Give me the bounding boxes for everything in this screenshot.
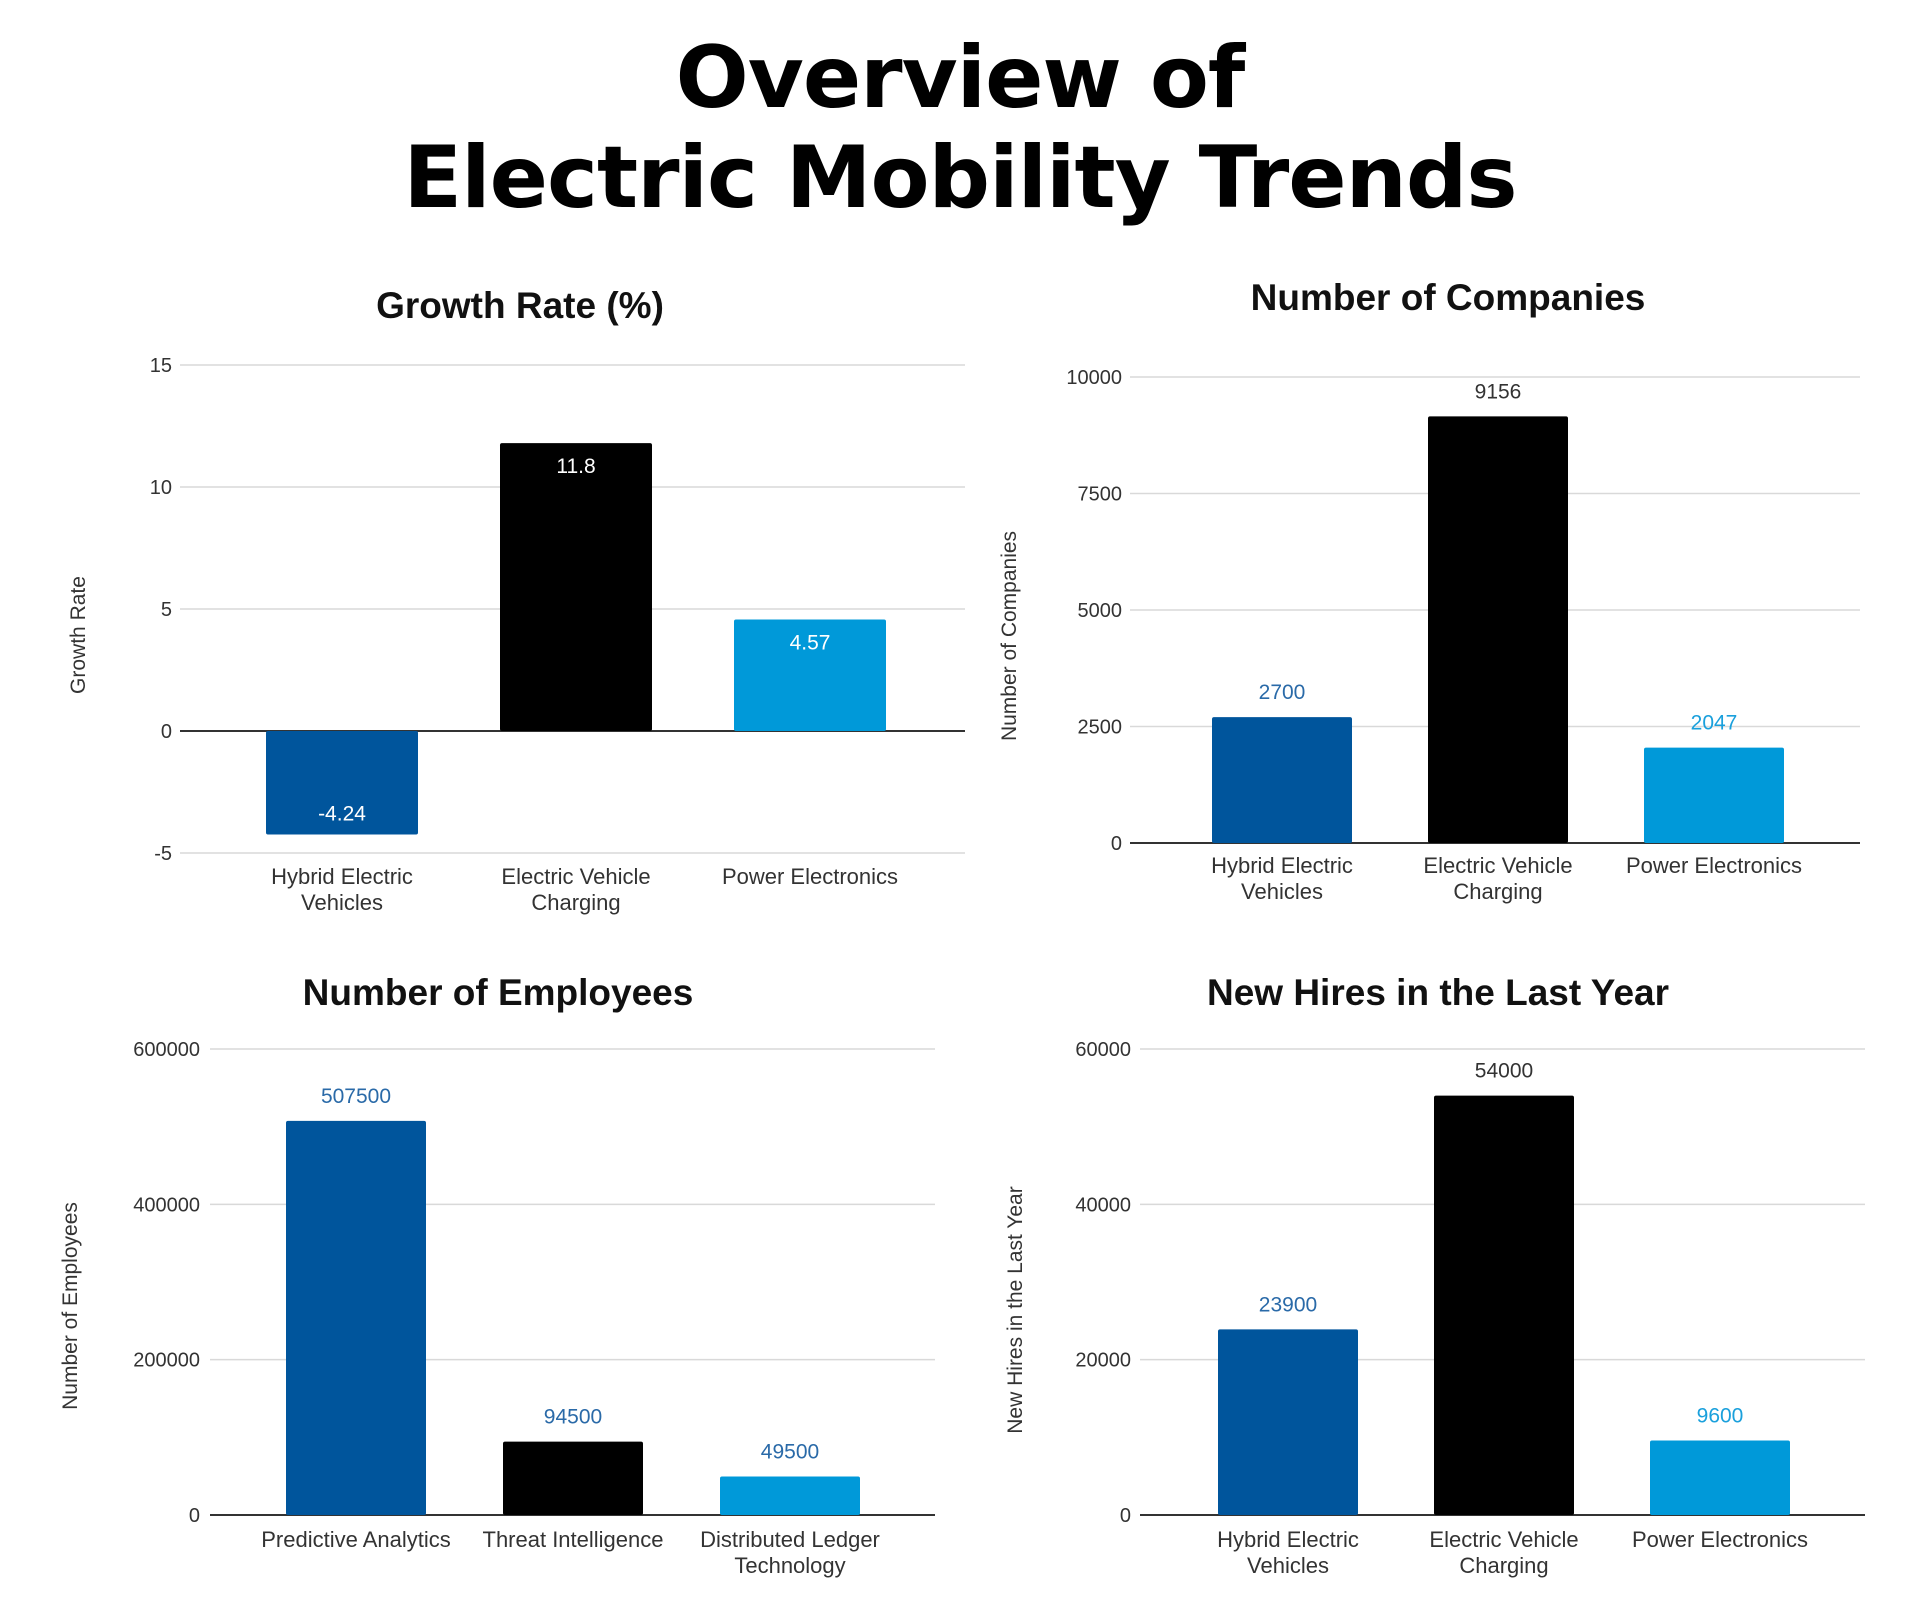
chart-4-category-label: Electric Vehicle xyxy=(1429,1527,1578,1552)
chart-3-y-axis-label: Number of Employees xyxy=(59,1202,82,1410)
page-title-line-2: Electric Mobility Trends xyxy=(403,128,1517,228)
chart-1-data-label: -4.24 xyxy=(318,802,366,825)
chart-1-category-label: Hybrid Electric xyxy=(271,864,413,889)
chart-2-y-tick-label: 2500 xyxy=(1078,717,1123,739)
chart-2-y-tick-label: 5000 xyxy=(1078,600,1123,622)
chart-1-bar xyxy=(734,619,886,731)
chart-3-data-label: 94500 xyxy=(544,1406,602,1429)
chart-2-category-label: Electric Vehicle xyxy=(1423,853,1572,878)
chart-3-category-label: Predictive Analytics xyxy=(261,1527,451,1552)
chart-2-bar xyxy=(1644,747,1784,843)
chart-3-data-label: 507500 xyxy=(321,1085,391,1108)
chart-4-y-axis-label: New Hires in the Last Year xyxy=(1004,1186,1027,1433)
chart-2-y-tick-label: 10000 xyxy=(1066,367,1122,389)
chart-4-category-label: Vehicles xyxy=(1247,1553,1329,1578)
chart-4-title: New Hires in the Last Year xyxy=(1207,972,1669,1013)
chart-1-category-label: Electric Vehicle xyxy=(501,864,650,889)
chart-4-y-tick-label: 0 xyxy=(1120,1505,1131,1527)
chart-1-data-label: 11.8 xyxy=(556,455,595,478)
chart-1-category-label: Vehicles xyxy=(301,890,383,915)
chart-3-y-tick-label: 600000 xyxy=(133,1039,200,1061)
chart-3-category-label: Technology xyxy=(734,1553,845,1578)
chart-2-category-label: Vehicles xyxy=(1241,879,1323,904)
chart-4-category-label: Charging xyxy=(1459,1553,1548,1578)
chart-2-bar xyxy=(1428,416,1568,843)
chart-3-category-label: Threat Intelligence xyxy=(483,1527,664,1552)
chart-1-y-tick-label: -5 xyxy=(154,843,172,865)
chart-2-bar xyxy=(1212,717,1352,843)
chart-2-title: Number of Companies xyxy=(1251,277,1646,318)
chart-3-y-tick-label: 400000 xyxy=(133,1194,200,1216)
chart-3-y-tick-label: 200000 xyxy=(133,1350,200,1372)
chart-2-category-label: Hybrid Electric xyxy=(1211,853,1353,878)
chart-1-y-tick-label: 5 xyxy=(161,599,172,621)
chart-2-data-label: 2700 xyxy=(1259,681,1306,704)
page-title-line-1: Overview of xyxy=(675,28,1246,128)
chart-1-data-label: 4.57 xyxy=(790,631,831,654)
chart-1-category-label: Charging xyxy=(531,890,620,915)
chart-3-data-label: 49500 xyxy=(761,1441,819,1464)
chart-2-category-label: Charging xyxy=(1453,879,1542,904)
chart-2-category-label: Power Electronics xyxy=(1626,853,1802,878)
chart-4-category-label: Hybrid Electric xyxy=(1217,1527,1359,1552)
chart-4-y-tick-label: 20000 xyxy=(1075,1350,1131,1372)
chart-4-bar xyxy=(1650,1440,1790,1515)
page-title: Overview of Electric Mobility Trends xyxy=(0,28,1920,228)
chart-4-data-label: 9600 xyxy=(1697,1404,1744,1427)
chart-1-bar xyxy=(500,443,652,731)
chart-1-y-tick-label: 0 xyxy=(161,721,172,743)
chart-3-y-tick-label: 0 xyxy=(189,1505,200,1527)
chart-3-bar xyxy=(286,1120,426,1515)
chart-4-data-label: 54000 xyxy=(1475,1060,1533,1083)
chart-2-data-label: 2047 xyxy=(1691,712,1738,735)
chart-3-title: Number of Employees xyxy=(303,972,694,1013)
chart-2-y-axis-label: Number of Companies xyxy=(998,531,1021,741)
chart-4-y-tick-label: 60000 xyxy=(1075,1039,1131,1061)
chart-2-y-tick-label: 0 xyxy=(1111,833,1122,855)
chart-3-category-label: Distributed Ledger xyxy=(700,1527,880,1552)
chart-3-bar xyxy=(720,1476,860,1515)
chart-1-y-tick-label: 10 xyxy=(150,477,172,499)
chart-2-y-tick-label: 7500 xyxy=(1078,484,1123,506)
chart-1-y-axis-label: Growth Rate xyxy=(67,576,90,694)
chart-3-bar xyxy=(503,1441,643,1515)
chart-4-bar xyxy=(1434,1095,1574,1515)
chart-4-category-label: Power Electronics xyxy=(1632,1527,1808,1552)
chart-1-title: Growth Rate (%) xyxy=(376,285,664,326)
chart-4-y-tick-label: 40000 xyxy=(1075,1194,1131,1216)
chart-1-y-tick-label: 15 xyxy=(150,355,172,377)
chart-2-data-label: 9156 xyxy=(1475,380,1522,403)
chart-4-bar xyxy=(1218,1329,1358,1515)
chart-1-category-label: Power Electronics xyxy=(722,864,898,889)
chart-4-data-label: 23900 xyxy=(1259,1293,1317,1316)
chart-1-bar xyxy=(266,731,418,835)
